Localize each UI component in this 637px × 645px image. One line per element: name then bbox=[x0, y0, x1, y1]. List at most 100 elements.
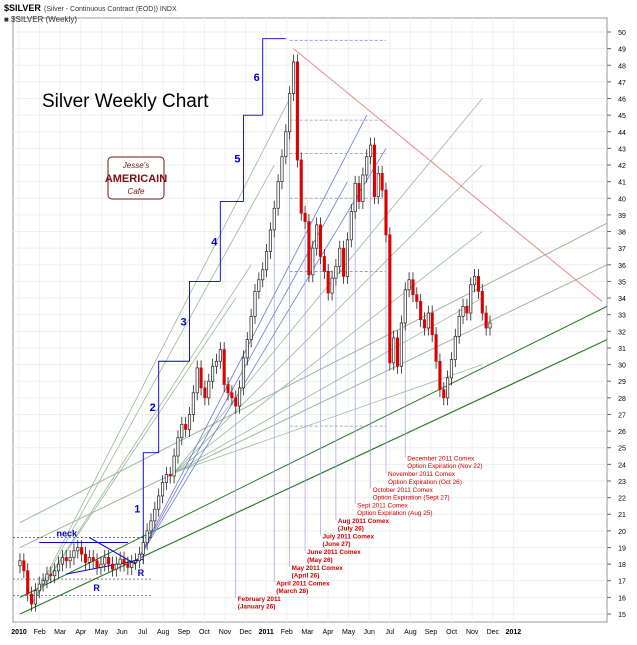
cafe-logo: Jesse's AMERICAIN Cafe bbox=[105, 156, 167, 200]
channel-line bbox=[19, 264, 608, 548]
x-tick-label: Apr bbox=[323, 629, 335, 636]
candle bbox=[199, 367, 203, 389]
y-tick-label: 22 bbox=[618, 496, 626, 503]
y-tick-label: 41 bbox=[618, 180, 626, 187]
x-tick-label: Jul bbox=[138, 629, 147, 636]
x-tick-label: Nov bbox=[219, 629, 232, 636]
candle bbox=[326, 271, 330, 294]
fan-line bbox=[173, 364, 483, 474]
x-tick-label: Oct bbox=[199, 629, 210, 636]
candle bbox=[299, 159, 303, 214]
fan-line bbox=[31, 98, 291, 605]
candle bbox=[272, 207, 276, 231]
annotation-text: February 2011 bbox=[238, 596, 281, 603]
candle bbox=[469, 284, 473, 314]
wave-label-2: 2 bbox=[150, 402, 156, 414]
candle bbox=[442, 389, 446, 399]
candle bbox=[37, 583, 41, 592]
candle bbox=[99, 563, 103, 568]
y-tick-label: 45 bbox=[618, 113, 626, 120]
candle bbox=[107, 557, 111, 565]
candle bbox=[345, 239, 350, 277]
annotation-text: June 2011 Comex bbox=[307, 549, 361, 556]
candle bbox=[187, 414, 192, 430]
candle bbox=[87, 557, 91, 563]
y-tick-label: 46 bbox=[618, 97, 626, 104]
y-tick-label: 17 bbox=[618, 579, 626, 586]
candle bbox=[484, 312, 488, 329]
y-tick-label: 49 bbox=[618, 47, 626, 54]
fan-line bbox=[173, 231, 483, 473]
y-tick-label: 23 bbox=[618, 479, 626, 486]
annotation-text: October 2011 Comex bbox=[373, 487, 434, 494]
candle bbox=[395, 337, 400, 367]
y-tick-label: 33 bbox=[618, 313, 626, 320]
candle bbox=[422, 319, 427, 329]
y-tick-label: 32 bbox=[618, 329, 626, 336]
candle bbox=[392, 337, 396, 364]
x-tick-label: Dec bbox=[487, 629, 500, 636]
candle bbox=[53, 570, 57, 577]
x-tick-label: Jun bbox=[364, 629, 375, 636]
candle bbox=[307, 221, 311, 276]
annotation-text: Sept 2011 Comex bbox=[357, 502, 408, 509]
x-tick-label: Feb bbox=[34, 629, 46, 636]
y-tick-label: 18 bbox=[618, 562, 626, 569]
pattern-label: R bbox=[138, 568, 145, 578]
wave-label-4: 4 bbox=[211, 237, 218, 249]
candle bbox=[153, 508, 157, 522]
candle bbox=[415, 294, 419, 302]
x-tick-label: Mar bbox=[301, 629, 314, 636]
candle bbox=[149, 520, 153, 532]
candle bbox=[203, 387, 207, 399]
fan-line bbox=[31, 164, 275, 605]
pattern-label: R bbox=[93, 583, 100, 593]
y-tick-label: 27 bbox=[618, 412, 626, 419]
candle bbox=[68, 557, 72, 562]
y-tick-label: 24 bbox=[618, 462, 626, 469]
candle bbox=[384, 189, 388, 236]
annotation-text: (March 28) bbox=[276, 588, 308, 595]
wave-label-5: 5 bbox=[234, 153, 240, 165]
y-tick-label: 28 bbox=[618, 396, 626, 403]
wave-step bbox=[142, 452, 159, 565]
candle bbox=[180, 424, 184, 439]
candle bbox=[56, 563, 61, 572]
candle bbox=[388, 234, 392, 364]
y-tick-label: 15 bbox=[618, 612, 626, 619]
x-tick-label: 2011 bbox=[259, 629, 274, 636]
candle bbox=[380, 172, 384, 191]
candle bbox=[241, 357, 245, 389]
candle bbox=[238, 387, 242, 407]
x-tick-label: Jul bbox=[385, 629, 394, 636]
wave-label-6: 6 bbox=[254, 72, 260, 84]
candle bbox=[280, 156, 284, 183]
candle bbox=[361, 174, 365, 202]
candle bbox=[222, 349, 226, 385]
candle bbox=[438, 360, 442, 390]
candle bbox=[369, 144, 373, 158]
candle bbox=[268, 229, 272, 252]
y-tick-label: 34 bbox=[618, 296, 626, 303]
candle bbox=[26, 570, 30, 595]
candle bbox=[157, 495, 161, 510]
candle bbox=[33, 590, 37, 605]
candle bbox=[218, 349, 222, 362]
candle bbox=[118, 558, 122, 565]
candle bbox=[426, 312, 430, 329]
candle bbox=[168, 473, 172, 477]
annotation-text: (January 26) bbox=[238, 604, 276, 611]
logo-line3: Cafe bbox=[128, 187, 145, 196]
candle bbox=[449, 359, 454, 379]
x-tick-label: May bbox=[342, 629, 356, 636]
candle bbox=[45, 573, 49, 582]
x-tick-label: Dec bbox=[239, 629, 252, 636]
candle bbox=[72, 550, 76, 558]
pattern-label: neck bbox=[57, 528, 79, 538]
candle bbox=[480, 291, 484, 314]
candle bbox=[195, 367, 199, 394]
candle bbox=[234, 397, 238, 407]
candle bbox=[403, 289, 407, 324]
candle bbox=[295, 61, 299, 161]
channel-line bbox=[19, 305, 608, 598]
